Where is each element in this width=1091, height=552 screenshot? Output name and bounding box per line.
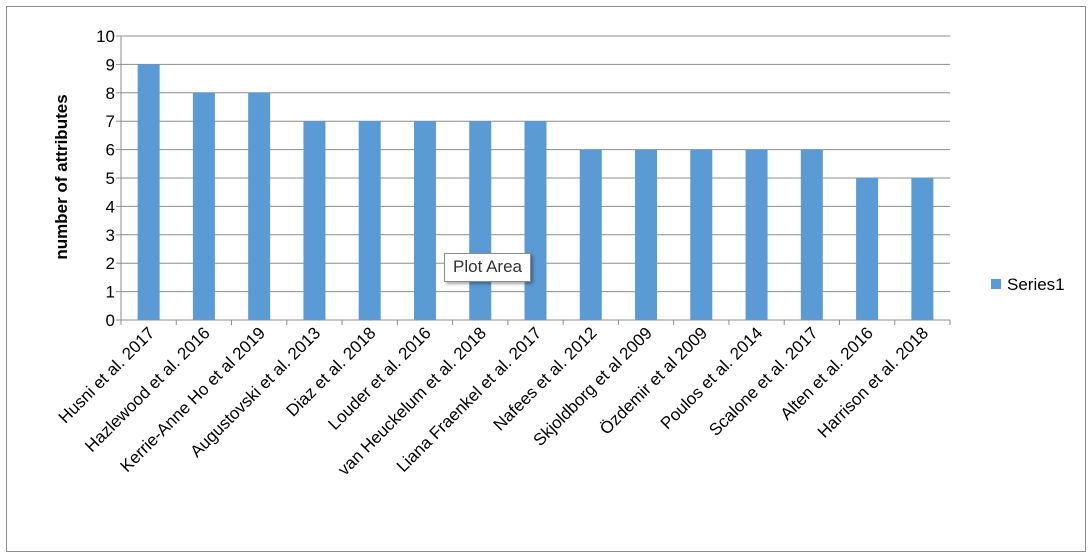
legend-swatch <box>991 279 1001 289</box>
x-tick-label: Nafees et al. 2012 <box>490 323 601 434</box>
y-tick-label: 10 <box>96 27 115 46</box>
x-tick-label: Husni et al. 2017 <box>55 323 159 427</box>
bar[interactable] <box>800 149 823 320</box>
y-axis-label: number of attributes <box>52 94 71 259</box>
x-tick-label: Poulos et al. 2014 <box>657 323 767 433</box>
x-tick-label: Özdemir et al 2009 <box>596 323 711 438</box>
y-tick-label: 1 <box>106 283 115 302</box>
axes <box>116 35 951 325</box>
y-tick-label: 5 <box>106 169 115 188</box>
legend-label: Series1 <box>1007 275 1065 294</box>
bar[interactable] <box>413 121 436 320</box>
y-tick-labels: 0 1 2 3 4 5 6 7 8 9 10 <box>96 27 115 330</box>
bar[interactable] <box>745 149 768 320</box>
bars[interactable] <box>137 64 934 321</box>
x-tick-label: Louder et al. 2016 <box>324 323 434 433</box>
bar[interactable] <box>137 64 160 321</box>
bar[interactable] <box>192 92 215 320</box>
y-tick-label: 9 <box>106 55 115 74</box>
y-tick-label: 0 <box>106 311 115 330</box>
plot-area-tooltip: Plot Area <box>444 253 531 282</box>
y-tick-label: 6 <box>106 141 115 160</box>
x-tick-label: Alten et al. 2016 <box>777 323 877 423</box>
y-tick-label: 3 <box>106 226 115 245</box>
bar[interactable] <box>856 178 879 320</box>
x-tick-label: Harrison et al. 2018 <box>814 323 932 441</box>
y-tick-label: 8 <box>106 84 115 103</box>
bar[interactable] <box>635 149 658 320</box>
legend[interactable]: Series1 <box>991 275 1065 294</box>
bar[interactable] <box>524 121 547 320</box>
y-tick-label: 7 <box>106 112 115 131</box>
bar[interactable] <box>303 121 326 320</box>
bar[interactable] <box>248 92 271 320</box>
bar[interactable] <box>911 178 934 320</box>
y-tick-label: 2 <box>106 254 115 273</box>
bar[interactable] <box>358 121 381 320</box>
bar[interactable] <box>579 149 602 320</box>
bar[interactable] <box>690 149 713 320</box>
bar[interactable] <box>469 121 492 320</box>
y-tick-label: 4 <box>106 197 115 216</box>
